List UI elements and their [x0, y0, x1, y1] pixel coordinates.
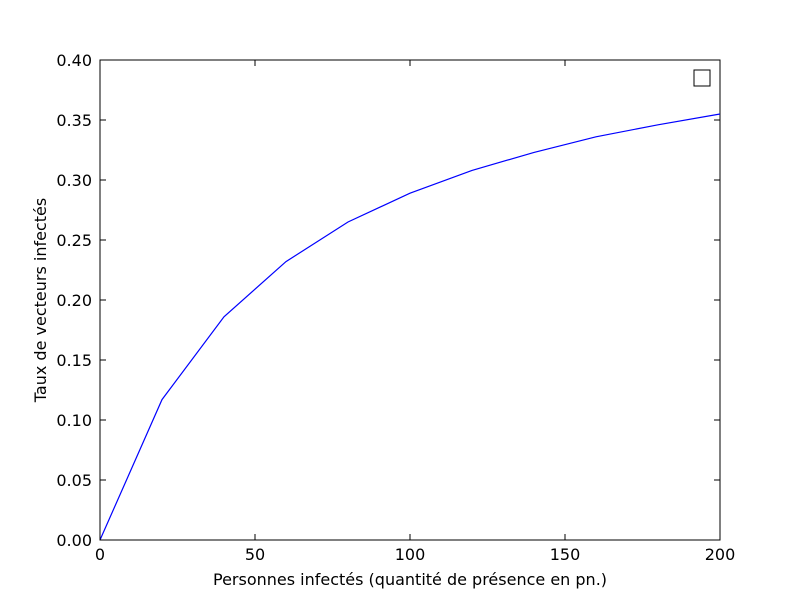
legend-box [693, 69, 711, 87]
y-tick-label: 0.10 [56, 411, 92, 430]
y-tick-label: 0.00 [56, 531, 92, 550]
y-tick-label: 0.35 [56, 111, 92, 130]
y-tick-label: 0.05 [56, 471, 92, 490]
x-axis-title: Personnes infectés (quantité de présence… [213, 570, 607, 589]
x-tick-label: 100 [395, 545, 426, 564]
y-tick-label: 0.20 [56, 291, 92, 310]
series-layer [99, 113, 721, 541]
plot-frame [99, 59, 721, 541]
ticks-layer: 0 50 100 150 200 0.00 0.05 0.10 0.15 0.20 0.25 0.30… [56, 51, 735, 564]
series-line [99, 113, 721, 541]
x-tick-label: 200 [705, 545, 736, 564]
y-axis-title: Taux de vecteurs infectés [31, 198, 50, 403]
x-tick-label: 150 [550, 545, 581, 564]
x-tick-label: 50 [245, 545, 265, 564]
plot-area [99, 59, 721, 541]
y-tick-label: 0.25 [56, 231, 92, 250]
y-tick-label: 0.30 [56, 171, 92, 190]
y-tick-label: 0.15 [56, 351, 92, 370]
legend [693, 69, 711, 87]
x-tick-label: 0 [95, 545, 105, 564]
y-tick-label: 0.40 [56, 51, 92, 70]
